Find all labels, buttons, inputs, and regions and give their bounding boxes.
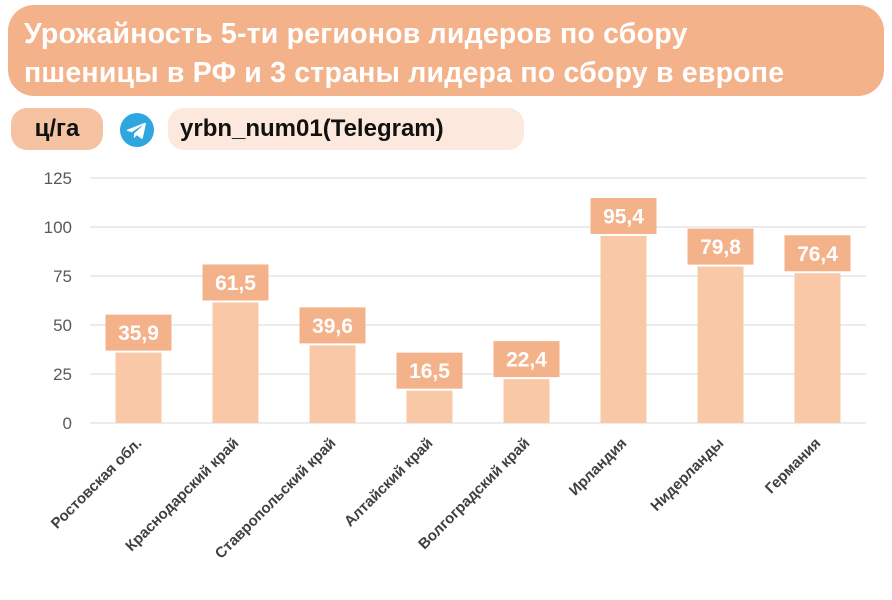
chart-title: Урожайность 5-ти регионов лидеров по сбо…: [24, 18, 785, 89]
unit-badge: ц/га: [11, 108, 103, 150]
bar: [212, 302, 259, 423]
data-label: 22,4: [506, 349, 547, 372]
x-category-label: Нидерланды: [647, 435, 727, 515]
x-category-label: Ирландия: [566, 435, 630, 499]
data-label-box: [590, 198, 657, 235]
y-tick-label: 125: [44, 169, 72, 188]
bar: [697, 266, 744, 423]
x-category-label: Ростовская обл.: [48, 435, 146, 533]
title-banner: Урожайность 5-ти регионов лидеров по сбо…: [8, 5, 884, 96]
data-label: 79,8: [700, 236, 741, 259]
bar: [406, 390, 453, 423]
y-tick-label: 75: [53, 267, 72, 286]
data-label: 35,9: [118, 322, 159, 345]
x-category-label: Германия: [762, 435, 824, 497]
data-label-box: [396, 352, 463, 389]
telegram-icon: [120, 113, 154, 147]
y-tick-label: 50: [53, 316, 72, 335]
data-label-box: [493, 341, 560, 378]
x-category-label: Алтайский край: [341, 435, 436, 530]
y-tick-label: 100: [44, 218, 72, 237]
bar: [115, 352, 162, 423]
data-label: 95,4: [603, 206, 644, 229]
data-label-box: [105, 314, 172, 351]
data-label: 76,4: [797, 243, 838, 266]
bar: [794, 273, 841, 423]
bar: [600, 236, 647, 423]
data-label-box: [299, 307, 366, 344]
data-label: 16,5: [409, 360, 450, 383]
source-badge: yrbn_num01(Telegram): [168, 108, 524, 150]
data-label: 39,6: [312, 315, 353, 338]
data-label: 61,5: [215, 272, 256, 295]
data-label-box: [687, 228, 754, 265]
bar: [309, 345, 356, 423]
x-category-label: Волгоградский край: [415, 435, 533, 553]
data-label-box: [202, 264, 269, 301]
data-label-box: [784, 235, 851, 272]
y-tick-label: 25: [53, 365, 72, 384]
y-tick-label: 0: [63, 414, 72, 433]
bar: [503, 379, 550, 423]
